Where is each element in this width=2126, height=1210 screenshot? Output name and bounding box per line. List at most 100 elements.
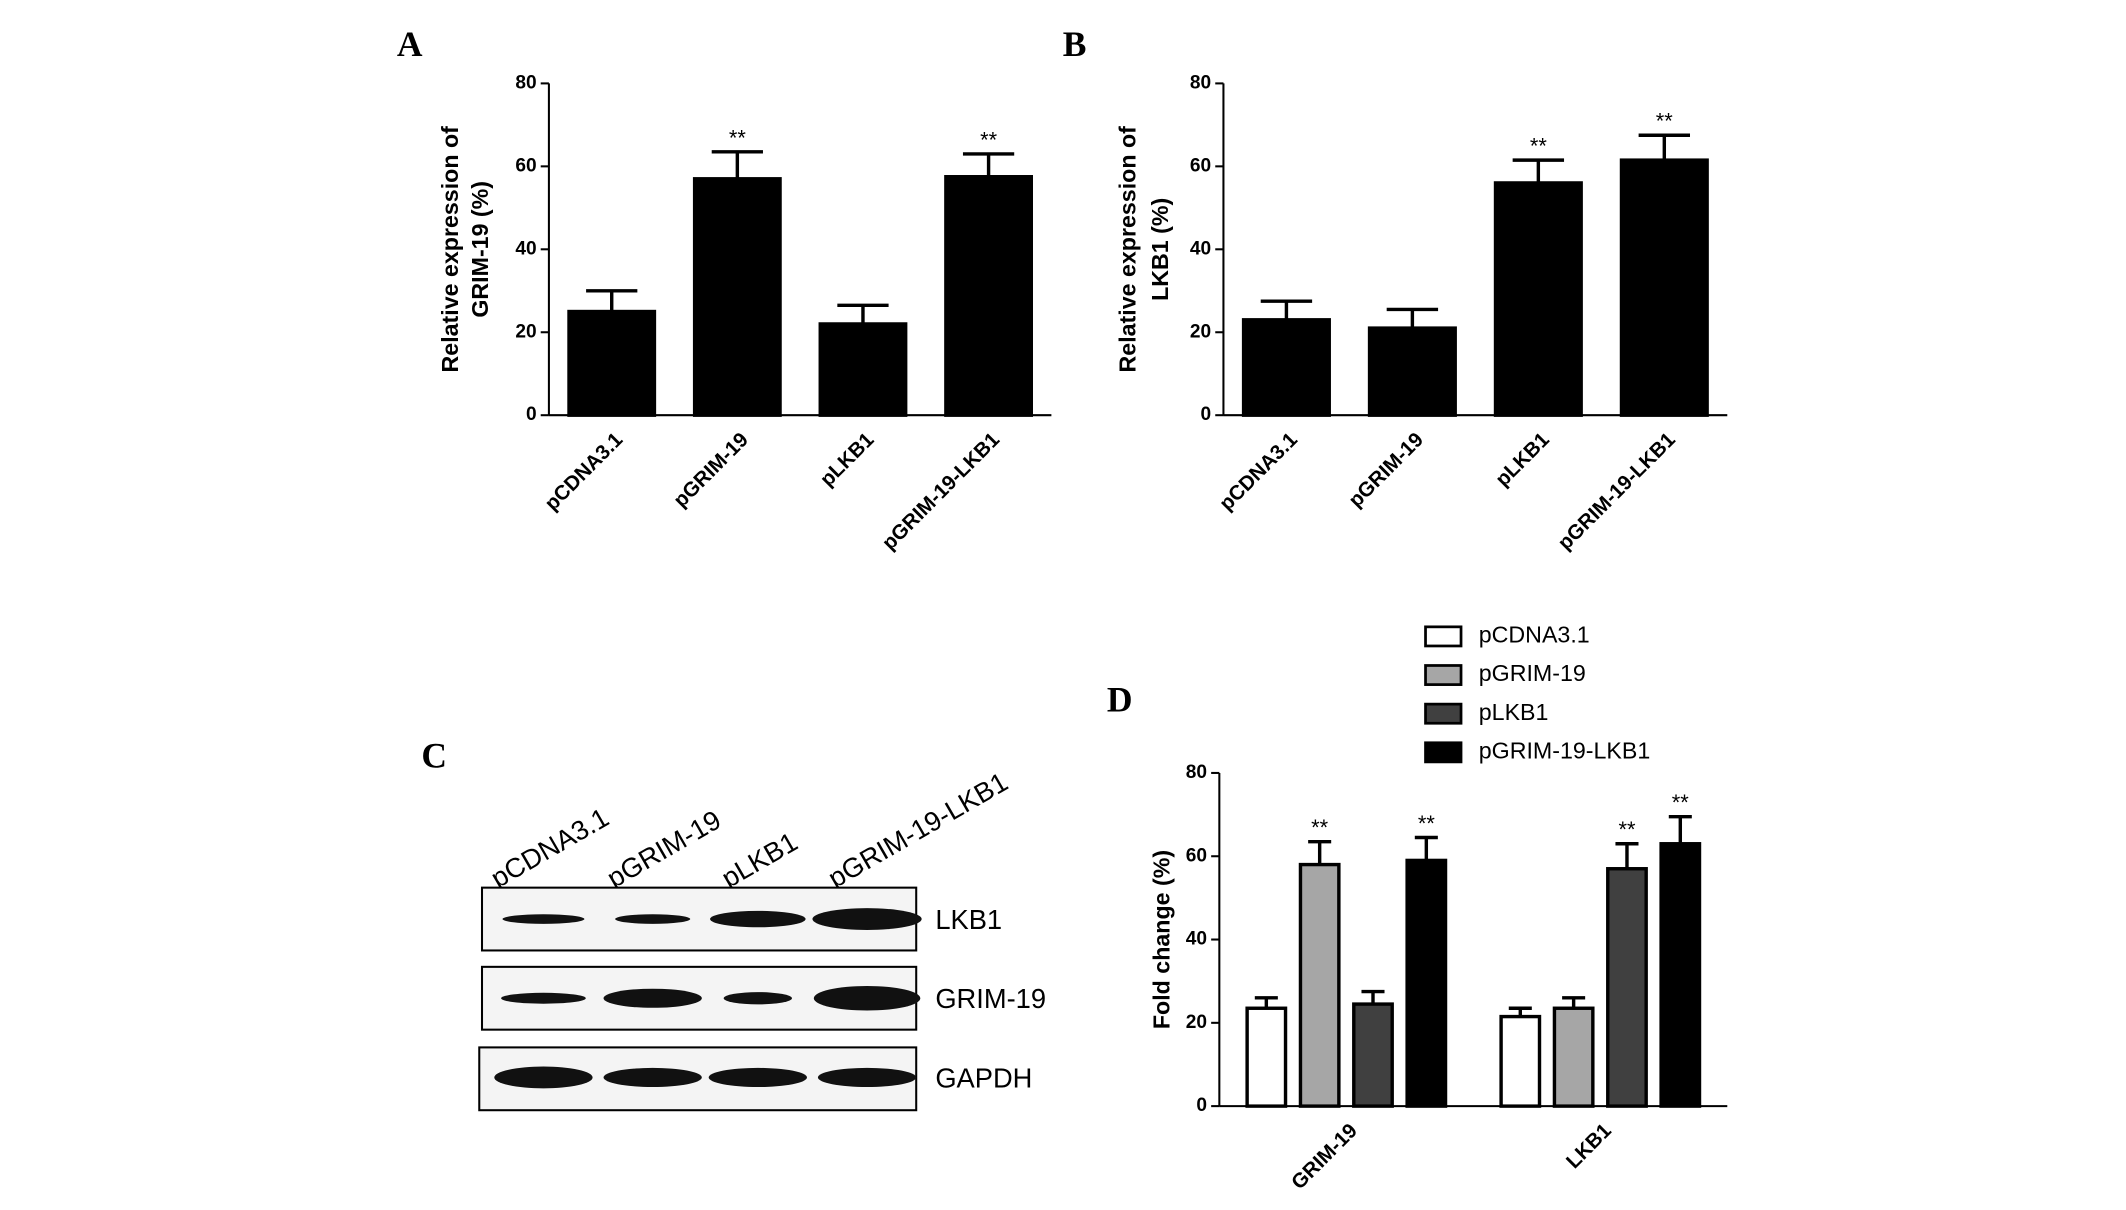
blot-band [615, 914, 691, 924]
blot-band [817, 1067, 917, 1088]
significance-label: ** [1530, 134, 1547, 159]
x-tick-label: pGRIM-19 [669, 428, 753, 512]
bar [692, 177, 782, 417]
y-axis-label: LKB1 (%) [1147, 198, 1173, 301]
legend-swatch [1424, 702, 1463, 725]
protein-label: GAPDH [935, 1062, 1032, 1093]
significance-label: ** [1418, 811, 1435, 836]
panel-letter: D [1107, 679, 1133, 719]
y-tick-label: 60 [1186, 845, 1207, 866]
error-bar [1308, 839, 1332, 865]
significance-label: ** [1618, 817, 1635, 842]
y-tick-label: 20 [1186, 1012, 1207, 1033]
bar [1245, 1006, 1288, 1108]
error-bar [1361, 989, 1385, 1005]
y-axis-label: Relative expression of [1114, 126, 1140, 373]
panel-letter: B [1063, 24, 1087, 64]
y-axis-label: Fold change (%) [1148, 850, 1174, 1029]
bar [1493, 181, 1583, 417]
legend-swatch [1424, 664, 1463, 686]
y-tick-label: 0 [1196, 1095, 1207, 1116]
x-tick-label: pCDNA3.1 [1215, 428, 1302, 515]
y-tick-label: 60 [1190, 155, 1211, 176]
y-tick-label: 80 [1186, 762, 1207, 783]
bar [1367, 326, 1457, 417]
blot-band [812, 908, 922, 930]
bar [1552, 1006, 1595, 1108]
error-bar [1638, 133, 1690, 161]
bar [1405, 858, 1448, 1108]
blot-band [710, 910, 806, 928]
error-bar [586, 289, 638, 312]
significance-label: ** [729, 125, 746, 150]
legend-swatch [1424, 741, 1463, 764]
error-bar [1254, 996, 1278, 1009]
error-bar [1414, 835, 1438, 861]
bar [1606, 867, 1648, 1108]
panel-letter: C [421, 735, 447, 775]
y-tick-label: 0 [526, 404, 537, 425]
lane-label: pGRIM-19 [601, 804, 726, 894]
lane-label: pLKB1 [716, 826, 802, 894]
blot-band [501, 992, 586, 1004]
blot-band [502, 914, 585, 924]
bar [1352, 1002, 1394, 1108]
bar [818, 322, 908, 417]
bar [1499, 1014, 1542, 1108]
bar [1619, 158, 1709, 417]
panel-letter: A [397, 24, 423, 64]
lane-label: pCDNA3.1 [485, 802, 614, 894]
error-bar [711, 150, 763, 179]
blot-band [813, 985, 921, 1011]
x-tick-label: pGRIM-19-LKB1 [1553, 428, 1679, 554]
protein-label: LKB1 [935, 904, 1002, 935]
legend-label: pGRIM-19-LKB1 [1479, 737, 1651, 763]
x-tick-label: pLKB1 [816, 428, 879, 491]
significance-label: ** [1672, 790, 1689, 815]
y-tick-label: 40 [515, 238, 536, 259]
legend-label: pGRIM-19 [1479, 660, 1586, 686]
legend-label: pLKB1 [1479, 699, 1549, 725]
protein-label: GRIM-19 [935, 983, 1046, 1014]
y-tick-label: 80 [515, 72, 536, 93]
legend-label: pCDNA3.1 [1479, 622, 1590, 648]
y-tick-label: 20 [515, 321, 536, 342]
x-tick-label: LKB1 [1562, 1119, 1616, 1173]
y-tick-label: 60 [515, 155, 536, 176]
error-bar [1562, 996, 1586, 1009]
error-bar [1668, 814, 1692, 844]
error-bar [1512, 158, 1565, 183]
error-bar [962, 152, 1015, 177]
x-tick-label: pGRIM-19 [1344, 428, 1428, 512]
legend-swatch [1424, 625, 1463, 648]
x-tick-label: pGRIM-19-LKB1 [878, 428, 1004, 554]
blot-band [603, 988, 702, 1008]
error-bar [837, 303, 889, 324]
x-tick-label: pCDNA3.1 [540, 428, 627, 515]
x-tick-label: GRIM-19 [1287, 1119, 1362, 1194]
blot-band [708, 1067, 807, 1088]
error-bar [1615, 842, 1639, 869]
bar [567, 309, 657, 417]
lane-label: pGRIM-19-LKB1 [823, 766, 1013, 894]
blot-band [603, 1067, 702, 1088]
error-bar [1260, 299, 1313, 320]
y-axis-label: GRIM-19 (%) [467, 181, 493, 318]
bar [1298, 862, 1341, 1108]
bar [944, 175, 1034, 417]
y-tick-label: 80 [1190, 72, 1211, 93]
significance-label: ** [980, 127, 997, 152]
blot-band [494, 1066, 593, 1089]
y-tick-label: 40 [1186, 929, 1207, 950]
y-tick-label: 20 [1190, 321, 1211, 342]
y-tick-label: 0 [1201, 404, 1212, 425]
error-bar [1386, 307, 1439, 329]
blot-band [723, 992, 792, 1005]
significance-label: ** [1311, 815, 1328, 840]
y-tick-label: 40 [1190, 238, 1211, 259]
significance-label: ** [1656, 109, 1673, 134]
y-axis-label: Relative expression of [437, 126, 463, 373]
x-tick-label: pLKB1 [1491, 428, 1554, 491]
